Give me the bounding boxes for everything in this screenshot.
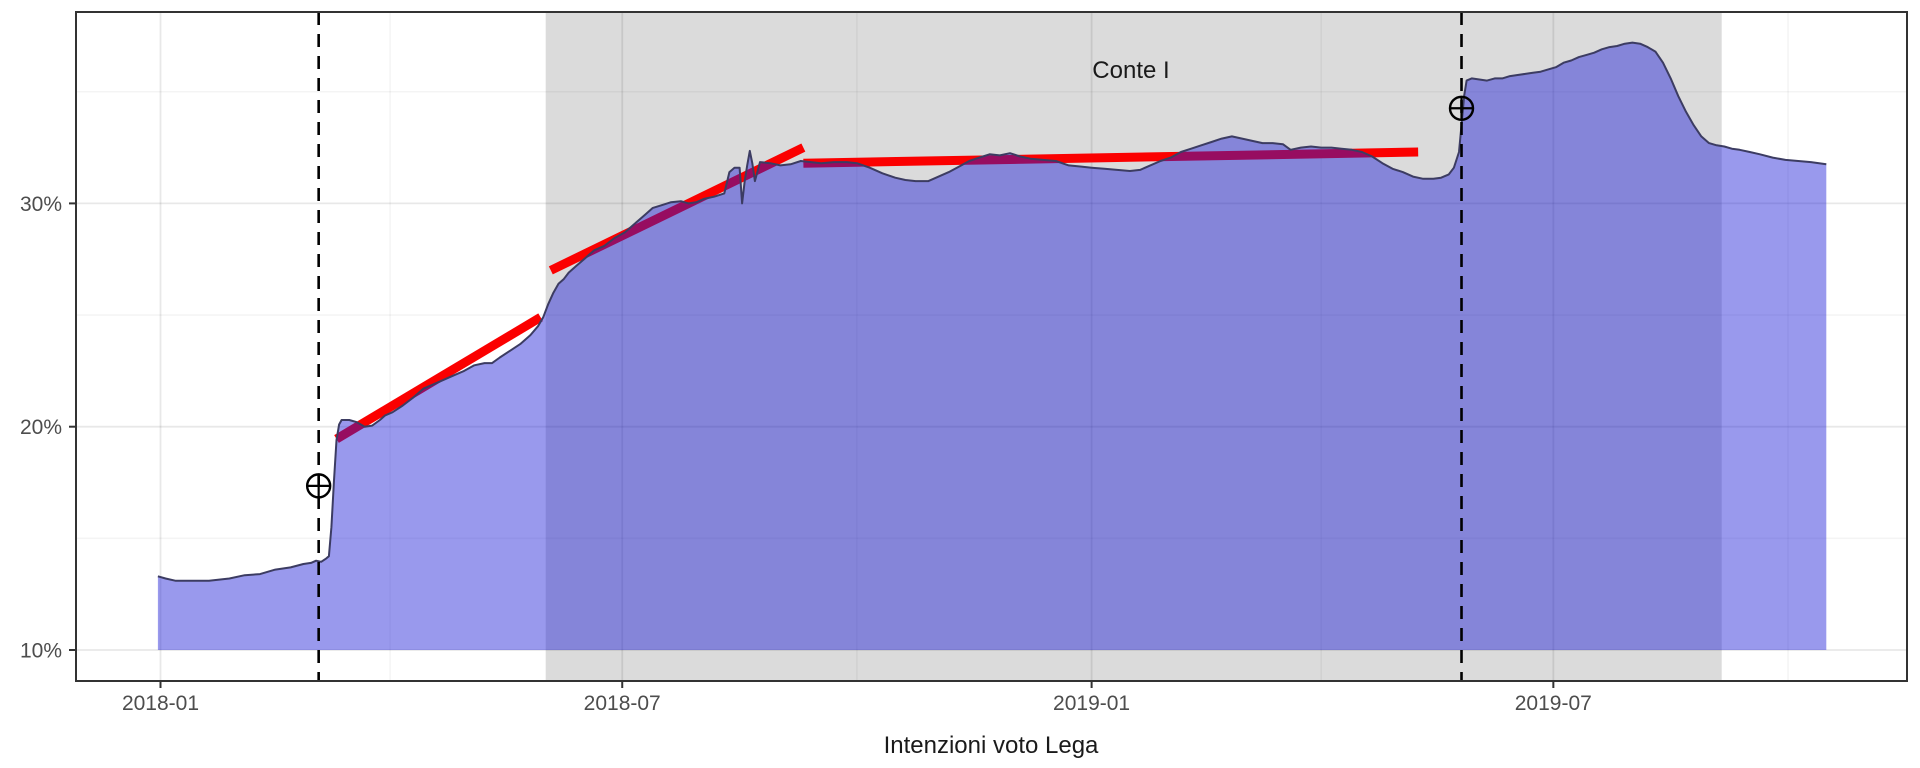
x-tick-label-2019-01: 2019-01 <box>1053 692 1130 715</box>
trend-segment <box>334 313 543 443</box>
gridlines-minor <box>76 12 1907 681</box>
panel-border <box>75 11 1908 682</box>
trend-segment <box>548 143 806 275</box>
conte-annotation: Conte I <box>1092 57 1169 84</box>
circle-plus-icon <box>305 473 332 499</box>
poll-area <box>157 42 1827 651</box>
axis-ticks <box>69 202 1555 688</box>
trend-segment <box>803 147 1419 168</box>
x-axis-title: Intenzioni voto Lega <box>884 732 1099 759</box>
y-tick-label-20: 20% <box>20 416 62 439</box>
conte-band <box>545 12 1722 681</box>
poll-area-path <box>157 42 1827 651</box>
x-tick-label-2018-01: 2018-01 <box>122 692 199 715</box>
y-tick-label-30: 30% <box>20 193 62 216</box>
poll-line <box>157 41 1827 582</box>
circle-plus-icon <box>1448 95 1475 121</box>
gridlines-major <box>76 12 1907 681</box>
election-result-markers <box>305 95 1475 499</box>
y-tick-label-10: 10% <box>20 640 62 663</box>
x-tick-label-2018-07: 2018-07 <box>584 692 661 715</box>
poll-line-path <box>157 41 1827 582</box>
x-tick-label-2019-07: 2019-07 <box>1515 692 1592 715</box>
conte-band-rect <box>545 12 1722 681</box>
election-lines <box>317 12 1463 681</box>
trend-lines <box>334 143 1419 443</box>
